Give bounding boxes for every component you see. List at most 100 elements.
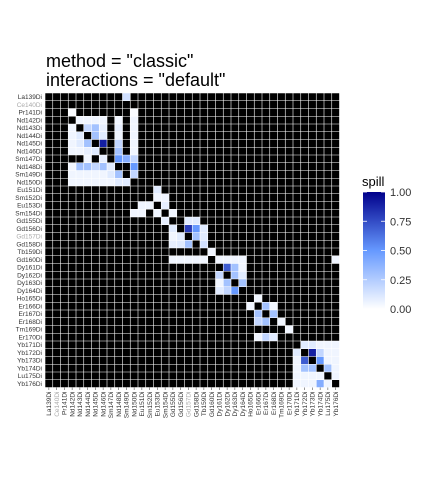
y-tick-label: Gd155Di bbox=[16, 218, 42, 225]
heatmap-cell bbox=[184, 224, 193, 233]
x-tick-label: Eu151Di bbox=[139, 392, 146, 417]
heatmap-cell bbox=[192, 217, 200, 225]
heatmap-cell bbox=[83, 162, 92, 171]
heatmap-cell bbox=[223, 255, 231, 264]
heatmap-diagonal-cell bbox=[238, 286, 247, 295]
heatmap-cell bbox=[300, 364, 309, 372]
x-tick-label: Lu175Di bbox=[325, 392, 332, 416]
y-tick-label: Sm147Di bbox=[15, 156, 42, 163]
heatmap-cell bbox=[68, 108, 76, 117]
heatmap-diagonal-cell bbox=[293, 341, 301, 349]
heatmap-cell bbox=[114, 124, 123, 132]
heatmap-cell bbox=[138, 201, 146, 210]
heatmap-cell bbox=[107, 178, 115, 186]
heatmap-cell bbox=[99, 139, 107, 148]
heatmap-diagonal-cell bbox=[122, 170, 131, 179]
y-tick-label: Gd158Di bbox=[16, 241, 42, 248]
heatmap-diagonal-cell bbox=[138, 186, 146, 194]
heatmap-cell bbox=[316, 348, 324, 357]
heatmap-cell bbox=[99, 178, 107, 186]
heatmap-cell bbox=[107, 162, 115, 171]
heatmap-cell bbox=[99, 155, 107, 163]
heatmap-cell bbox=[200, 224, 208, 233]
heatmap-cell bbox=[308, 341, 317, 349]
heatmap-diagonal-cell bbox=[145, 193, 154, 202]
y-tick-label: Gd156Di bbox=[16, 226, 42, 233]
heatmap-cell bbox=[114, 155, 123, 163]
y-tick-label: Nd143Di bbox=[17, 125, 42, 132]
heatmap-diagonal-cell bbox=[246, 294, 255, 303]
x-tick-label: Tm169Di bbox=[279, 392, 286, 418]
heatmap-cell bbox=[254, 317, 262, 326]
legend: spill 1.00 0.75 0.50 0.25 0.00 bbox=[362, 174, 411, 316]
x-tick-label: Yb174Di bbox=[317, 392, 324, 417]
y-tick-label: Dy163Di bbox=[17, 280, 42, 287]
heatmap-cell bbox=[83, 116, 92, 124]
heatmap-cell bbox=[200, 255, 208, 264]
y-tick-label: Er168Di bbox=[19, 319, 42, 326]
heatmap-cell bbox=[324, 356, 332, 365]
heatmap-cell bbox=[138, 209, 146, 217]
x-tick-label: Gd156Di bbox=[178, 392, 185, 418]
x-tick-label: Er166Di bbox=[255, 392, 262, 415]
heatmap-cell bbox=[169, 224, 177, 233]
heatmap-cell bbox=[169, 232, 177, 241]
heatmap-cell bbox=[200, 240, 208, 248]
heatmap-cell bbox=[316, 356, 324, 365]
heatmap-cell bbox=[130, 124, 138, 132]
x-tick-label: Er170Di bbox=[286, 392, 293, 415]
x-tick-label: Sm147Di bbox=[108, 392, 115, 419]
heatmap-cell bbox=[145, 201, 154, 210]
heatmap-diagonal-cell bbox=[269, 317, 278, 326]
heatmap-diagonal-cell bbox=[91, 139, 100, 148]
heatmap-cell bbox=[223, 263, 231, 272]
chart-title-line-2: interactions = "default" bbox=[46, 70, 225, 90]
y-tick-label: Tb159Di bbox=[17, 249, 42, 256]
heatmap-cell bbox=[215, 271, 224, 279]
heatmap-cell bbox=[308, 364, 317, 372]
heatmap-cell bbox=[68, 124, 76, 132]
x-tick-label: Tb159Di bbox=[201, 392, 208, 417]
heatmap-diagonal-cell bbox=[45, 93, 53, 101]
heatmap-cell bbox=[130, 108, 138, 117]
heatmap bbox=[44, 92, 340, 388]
heatmap-cell bbox=[277, 317, 286, 326]
x-tick-label: Nd144Di bbox=[85, 392, 92, 417]
heatmap-cell bbox=[114, 147, 123, 155]
heatmap-diagonal-cell bbox=[107, 155, 115, 163]
y-tick-label: Pr141Di bbox=[19, 110, 42, 117]
heatmap-diagonal-cell bbox=[52, 100, 61, 109]
heatmap-cell bbox=[293, 364, 301, 372]
x-tick-label: Nd148Di bbox=[116, 392, 123, 417]
heatmap-diagonal-cell bbox=[331, 379, 340, 388]
heatmap-cell bbox=[76, 178, 84, 186]
heatmap-cell bbox=[269, 302, 278, 310]
y-tick-label: Eu153Di bbox=[17, 203, 42, 210]
y-tick-label: Gd160Di bbox=[16, 257, 42, 264]
heatmap-cell bbox=[316, 372, 324, 380]
heatmap-cell bbox=[262, 333, 270, 341]
heatmap-diagonal-cell bbox=[176, 224, 185, 233]
heatmap-cell bbox=[122, 93, 131, 101]
heatmap-cell bbox=[153, 186, 162, 194]
heatmap-cell bbox=[68, 162, 76, 171]
heatmap-diagonal-cell bbox=[300, 348, 309, 357]
heatmap-cell bbox=[76, 116, 84, 124]
heatmap-cell bbox=[293, 356, 301, 365]
chart-title-line-1: method = "classic" bbox=[46, 51, 193, 71]
x-tick-label: Dy164Di bbox=[240, 392, 247, 417]
x-tick-label: Sm149Di bbox=[124, 392, 131, 419]
heatmap-diagonal-cell bbox=[285, 333, 293, 341]
x-tick-label: Eu153Di bbox=[155, 392, 162, 417]
heatmap-cell bbox=[331, 356, 340, 365]
y-tick-label: Ce140Di bbox=[17, 102, 42, 109]
heatmap-cell bbox=[76, 170, 84, 179]
heatmap-cell bbox=[223, 279, 231, 287]
heatmap-cell bbox=[324, 379, 332, 388]
x-tick-label: Nd142Di bbox=[69, 392, 76, 417]
x-tick-label: Yb176Di bbox=[333, 392, 340, 417]
heatmap-cell bbox=[91, 124, 100, 132]
heatmap-cell bbox=[68, 178, 76, 186]
heatmap-cell bbox=[122, 155, 131, 163]
heatmap-cell bbox=[161, 193, 169, 202]
